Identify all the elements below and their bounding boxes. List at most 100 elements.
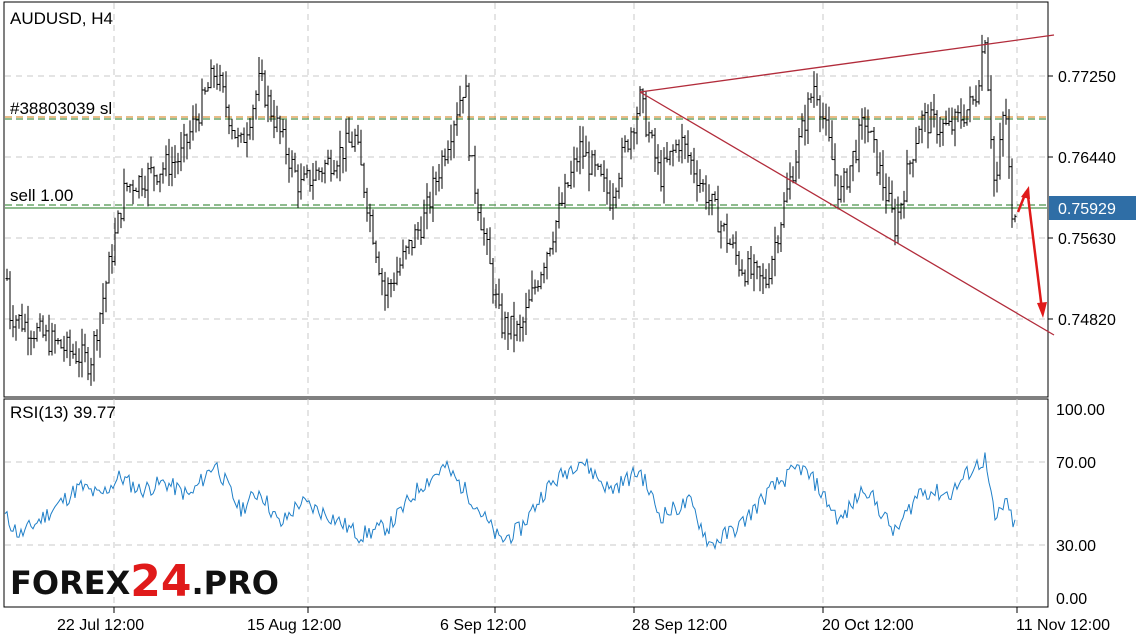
ohlc-bar (236, 127, 240, 148)
ohlc-bar (23, 313, 27, 333)
ohlc-bar (704, 175, 708, 210)
ohlc-bar (209, 59, 213, 89)
ohlc-bar (302, 166, 306, 182)
ohlc-bar (242, 127, 246, 143)
ohlc-bar (95, 329, 99, 351)
ohlc-bar (557, 186, 561, 229)
ohlc-bar (44, 324, 48, 342)
ohlc-bar (722, 222, 726, 232)
ohlc-bar (884, 173, 888, 214)
ohlc-bar (842, 168, 846, 203)
ohlc-bar (962, 104, 966, 127)
ohlc-bar (194, 103, 198, 133)
ohlc-bar (992, 136, 996, 197)
ohlc-bar (416, 222, 420, 240)
ohlc-bar (998, 122, 1002, 180)
ohlc-bar (308, 169, 312, 192)
ohlc-bar (635, 106, 639, 145)
ohlc-bar (965, 109, 969, 126)
ohlc-bar (377, 251, 381, 276)
ohlc-bar (143, 175, 147, 198)
ohlc-bar (158, 173, 162, 193)
ohlc-bar (935, 110, 939, 144)
rsi-tick-label: 30.00 (1056, 538, 1096, 555)
ohlc-bar (959, 98, 963, 129)
ohlc-bar (950, 107, 954, 135)
ohlc-bar (941, 119, 945, 146)
ohlc-bar (869, 130, 873, 133)
ohlc-bar (374, 240, 378, 263)
ohlc-bar (944, 110, 948, 126)
ohlc-bar (71, 343, 75, 359)
ohlc-bar (848, 165, 852, 193)
ohlc-bar (632, 127, 636, 150)
ohlc-bar (380, 268, 384, 296)
ohlc-bar (620, 137, 624, 188)
ohlc-bar (671, 144, 675, 167)
ohlc-bar (740, 259, 744, 276)
ohlc-bar (689, 152, 693, 175)
forex24-logo: FOREX24.PRO (10, 556, 279, 607)
ohlc-bar (647, 121, 651, 143)
ohlc-bar (332, 160, 336, 176)
ohlc-bar (305, 164, 309, 179)
ohlc-bar (392, 272, 396, 291)
ohlc-bar (668, 150, 672, 166)
ohlc-bar (497, 278, 501, 309)
ohlc-bar (641, 88, 645, 114)
ohlc-bar (656, 144, 660, 175)
ohlc-bar (293, 152, 297, 173)
ohlc-bar (923, 102, 927, 132)
x-tick-label: 20 Oct 12:00 (822, 617, 914, 634)
rsi-title: RSI(13) 39.77 (10, 403, 116, 422)
ohlc-bar (608, 180, 612, 211)
ohlc-bar (218, 64, 222, 92)
ohlc-bar (947, 107, 951, 126)
ohlc-bar (341, 147, 345, 174)
logo-part-24: 24 (130, 556, 191, 607)
sl-level-label: #38803039 sl (10, 99, 112, 118)
ohlc-bar (731, 234, 735, 249)
ohlc-bar (59, 339, 63, 349)
ohlc-bar (1013, 214, 1017, 223)
ohlc-bar (404, 245, 408, 260)
ohlc-bar (41, 315, 45, 338)
ohlc-bar (980, 34, 984, 91)
ohlc-bar (563, 173, 567, 208)
sell-level-line (5, 204, 1047, 209)
ohlc-bar (32, 331, 36, 349)
sell-level-label: sell 1.00 (10, 186, 73, 205)
ohlc-bar (290, 150, 294, 178)
ohlc-bar (653, 128, 657, 172)
ohlc-bar (8, 271, 12, 330)
ohlc-bar (539, 271, 543, 290)
ohlc-bar (272, 100, 276, 139)
ohlc-bar (1007, 109, 1011, 179)
ohlc-bar (203, 87, 207, 95)
ohlc-bar (662, 147, 666, 204)
ohlc-bar (248, 118, 252, 140)
ohlc-bar (14, 315, 18, 341)
ohlc-bar (806, 92, 810, 144)
ohlc-bar (137, 175, 141, 199)
ohlc-bar (470, 155, 474, 157)
ohlc-bar (275, 105, 279, 133)
ohlc-bar (29, 330, 33, 356)
x-tick-label: 28 Sep 12:00 (632, 617, 727, 634)
ohlc-bar (626, 139, 630, 153)
ohlc-bar (215, 63, 219, 90)
ohlc-bar (419, 216, 423, 245)
ohlc-bar (452, 120, 456, 159)
ohlc-bar (371, 209, 375, 245)
ohlc-bar (434, 171, 438, 196)
ohlc-bar (917, 125, 921, 144)
y-tick-label: 0.77250 (1058, 69, 1116, 86)
ohlc-bar (833, 143, 837, 187)
ohlc-bar (167, 138, 171, 186)
ohlc-bar (560, 192, 564, 206)
ohlc-bar (926, 104, 930, 149)
ohlc-bar (515, 320, 519, 342)
ohlc-bar (728, 238, 732, 246)
ohlc-bar (1010, 158, 1014, 228)
